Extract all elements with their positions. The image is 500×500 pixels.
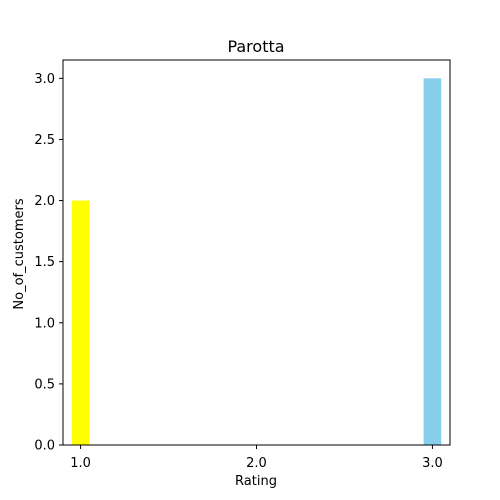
x-axis-ticks: 1.0 2.0 3.0 (70, 445, 443, 471)
y-tick-label: 3.0 (34, 72, 55, 87)
x-tick-label: 3.0 (422, 456, 443, 471)
y-tick-label: 2.5 (34, 133, 55, 148)
x-tick-label: 2.0 (246, 456, 267, 471)
y-axis-label: No_of_customers (12, 198, 27, 309)
bars-group (71, 78, 442, 445)
y-tick-label: 0.5 (34, 377, 55, 392)
bar-rating-1.0 (71, 200, 90, 445)
x-axis-label: Rating (235, 474, 277, 489)
y-axis-ticks: 0.0 0.5 1.0 1.5 2.0 2.5 3.0 (34, 72, 63, 454)
y-tick-label: 1.0 (34, 316, 55, 331)
x-tick-label: 1.0 (70, 456, 91, 471)
y-tick-label: 2.0 (34, 194, 55, 209)
y-tick-label: 1.5 (34, 255, 55, 270)
bar-rating-3.0 (423, 78, 442, 445)
y-tick-label: 0.0 (34, 439, 55, 454)
chart-title: Parotta (227, 37, 284, 56)
plot-frame (62, 59, 451, 446)
